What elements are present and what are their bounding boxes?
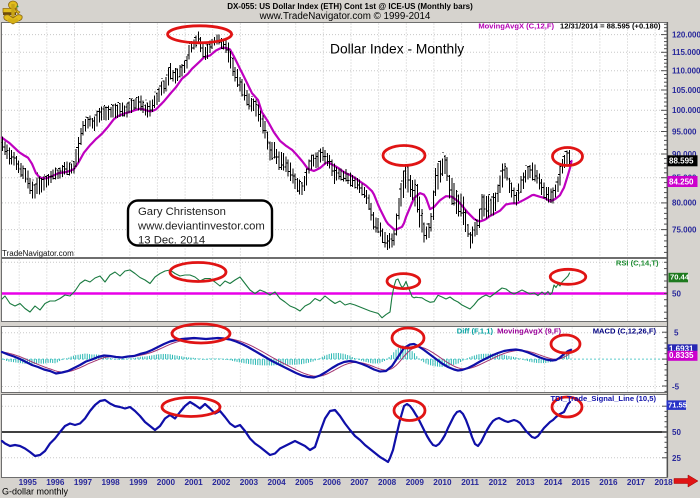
- svg-text:Gary Christenson: Gary Christenson: [138, 206, 226, 218]
- svg-text:2012: 2012: [489, 478, 508, 487]
- svg-text:2004: 2004: [267, 478, 286, 487]
- svg-text:TradeNavigator.com: TradeNavigator.com: [2, 249, 74, 258]
- svg-text:-5: -5: [672, 383, 680, 392]
- svg-text:MovingAvgX (C,12,F): MovingAvgX (C,12,F): [478, 22, 554, 31]
- svg-text:RSI (C,14,T): RSI (C,14,T): [616, 258, 659, 267]
- svg-text:95.000: 95.000: [672, 127, 697, 136]
- svg-text:75.000: 75.000: [672, 225, 697, 234]
- svg-text:1995: 1995: [19, 478, 38, 487]
- svg-text:71.55: 71.55: [668, 400, 688, 409]
- svg-text:0.8335: 0.8335: [669, 351, 694, 360]
- svg-text:2003: 2003: [240, 478, 259, 487]
- svg-text:1999: 1999: [129, 478, 148, 487]
- svg-text:G-dollar monthly: G-dollar monthly: [2, 487, 69, 497]
- svg-text:90.000: 90.000: [672, 150, 697, 159]
- svg-text:12/31/2014 = 88.595 (+0.180): 12/31/2014 = 88.595 (+0.180): [560, 22, 661, 31]
- svg-text:88.595: 88.595: [669, 157, 694, 166]
- svg-text:2010: 2010: [433, 478, 452, 487]
- svg-text:Diff (F,1,1): Diff (F,1,1): [457, 327, 494, 336]
- svg-text:DX-055: US Dollar Index (ETH): DX-055: US Dollar Index (ETH) Cont 1st @…: [227, 2, 473, 11]
- svg-text:MovingAvgX (9,F): MovingAvgX (9,F): [497, 327, 561, 336]
- svg-text:5: 5: [674, 329, 679, 338]
- svg-text:115.000: 115.000: [672, 48, 700, 57]
- svg-text:2006: 2006: [323, 478, 342, 487]
- svg-text:50: 50: [672, 428, 681, 437]
- svg-text:1997: 1997: [74, 478, 93, 487]
- svg-text:www.deviantinvestor.com: www.deviantinvestor.com: [137, 220, 265, 232]
- svg-text:105.000: 105.000: [672, 86, 700, 95]
- svg-text:2002: 2002: [212, 478, 231, 487]
- svg-text:Dollar Index - Monthly: Dollar Index - Monthly: [330, 42, 464, 57]
- svg-text:2018: 2018: [654, 478, 673, 487]
- svg-text:2000: 2000: [157, 478, 176, 487]
- svg-text:2016: 2016: [599, 478, 618, 487]
- svg-text:2008: 2008: [378, 478, 397, 487]
- svg-text:2015: 2015: [572, 478, 591, 487]
- svg-text:84.250: 84.250: [669, 177, 694, 186]
- svg-text:25: 25: [672, 454, 681, 463]
- svg-text:TDI_Trade_Signal_Line (10,5): TDI_Trade_Signal_Line (10,5): [550, 394, 656, 403]
- svg-text:2014: 2014: [544, 478, 563, 487]
- svg-text:2011: 2011: [461, 478, 479, 487]
- svg-text:110.000: 110.000: [672, 67, 700, 76]
- svg-text:www.TradeNavigator.com © 1999-: www.TradeNavigator.com © 1999-2014: [259, 11, 431, 22]
- svg-text:80.000: 80.000: [672, 199, 697, 208]
- svg-text:2007: 2007: [350, 478, 369, 487]
- svg-text:70.44: 70.44: [670, 273, 690, 282]
- svg-text:2005: 2005: [295, 478, 314, 487]
- svg-text:1.6931: 1.6931: [669, 345, 694, 354]
- svg-text:2017: 2017: [627, 478, 646, 487]
- svg-text:2013: 2013: [516, 478, 535, 487]
- svg-text:1998: 1998: [101, 478, 120, 487]
- svg-text:120.000: 120.000: [672, 30, 700, 39]
- svg-text:13 Dec. 2014: 13 Dec. 2014: [138, 235, 205, 247]
- svg-text:2001: 2001: [184, 478, 203, 487]
- svg-text:2009: 2009: [406, 478, 425, 487]
- svg-text:50: 50: [672, 290, 681, 299]
- svg-text:100.000: 100.000: [672, 106, 700, 115]
- svg-text:1996: 1996: [46, 478, 65, 487]
- svg-text:MACD (C,12,26,F): MACD (C,12,26,F): [593, 327, 657, 336]
